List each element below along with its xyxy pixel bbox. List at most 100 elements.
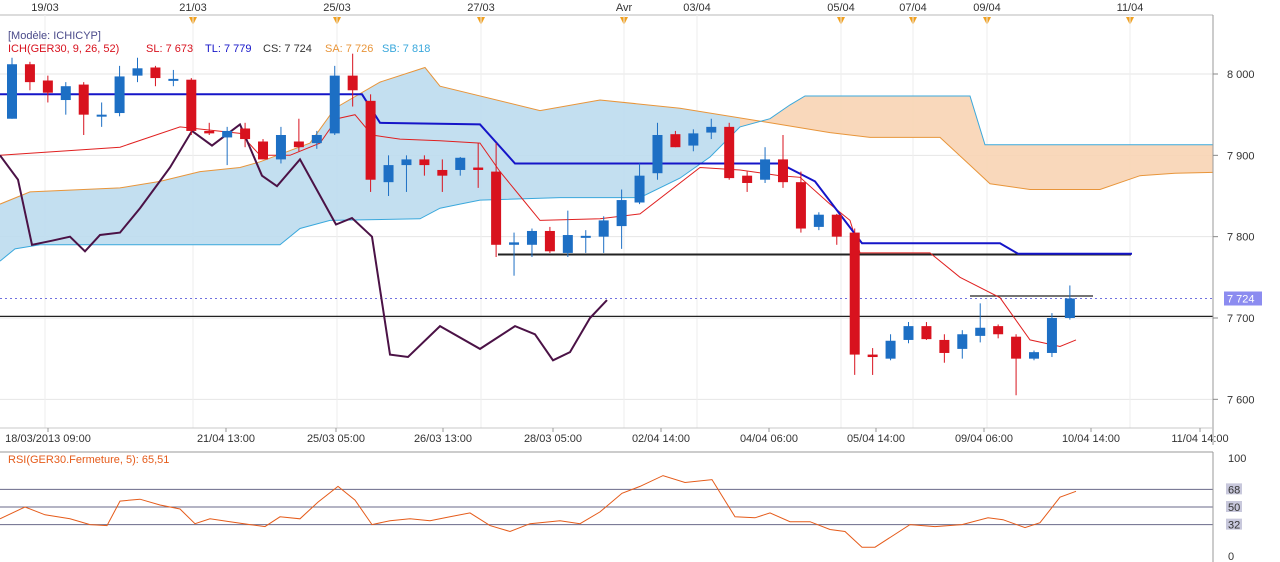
- candle: [293, 118, 304, 152]
- candle-body: [150, 67, 161, 79]
- price-tick-label: 7 800: [1227, 232, 1255, 244]
- candle-body: [7, 64, 17, 119]
- candle-body: [526, 230, 537, 245]
- candle-body: [419, 159, 430, 166]
- candle-body: [240, 128, 251, 140]
- candle: [275, 126, 286, 164]
- candle: [1029, 350, 1040, 361]
- candle: [473, 143, 484, 188]
- price-tick-label: 7 600: [1227, 394, 1255, 406]
- bottom-date-label: 28/03 05:00: [524, 433, 582, 445]
- legend-cs: CS: 7 724: [263, 43, 312, 55]
- candle: [921, 322, 932, 340]
- candle-body: [96, 114, 107, 117]
- candle: [652, 122, 663, 180]
- candle-body: [60, 86, 71, 101]
- candle: [509, 232, 520, 276]
- current-price-label: 7 724: [1227, 294, 1255, 306]
- candle: [419, 155, 430, 176]
- candle: [186, 78, 197, 135]
- candle: [777, 134, 788, 188]
- candle-body: [114, 76, 125, 114]
- candle-body: [78, 84, 89, 115]
- candle: [347, 53, 358, 107]
- candle-body: [634, 175, 645, 203]
- rsi-level-badge: [1226, 483, 1242, 495]
- candle: [240, 122, 251, 148]
- candle-body: [168, 78, 179, 81]
- bottom-date-axis: 18/03/2013 09:00 21/04 13:00 25/03 05:00 26…: [5, 428, 1229, 445]
- legend-sb: SB: 7 818: [382, 43, 430, 55]
- top-date-label: 05/04: [827, 2, 855, 14]
- rsi-axis: 100 68 50 32 0: [1226, 453, 1246, 562]
- bottom-date-label: 09/04 06:00: [955, 433, 1013, 445]
- candle-body: [383, 165, 394, 183]
- cloud-bearish: [740, 96, 1213, 190]
- candle-body: [939, 339, 950, 353]
- bottom-date-label: 10/04 14:00: [1062, 433, 1120, 445]
- candle: [795, 171, 806, 233]
- candle: [706, 118, 717, 140]
- bottom-date-label: 02/04 14:00: [632, 433, 690, 445]
- candle: [616, 189, 627, 249]
- price-axis-area: [1213, 0, 1280, 562]
- candle-body: [616, 200, 627, 227]
- candle: [455, 156, 466, 176]
- candle-body: [562, 235, 573, 253]
- top-date-label: Avr: [616, 2, 633, 14]
- model-label: [Modèle: ICHICYP]: [8, 30, 101, 42]
- rsi-title: RSI(GER30.Fermeture, 5): 65,51: [8, 454, 169, 466]
- candle-body: [580, 235, 591, 238]
- bottom-date-label: 11/04 14:00: [1171, 433, 1228, 445]
- bottom-date-label: 21/04 13:00: [197, 433, 255, 445]
- price-tick-label: 8 000: [1227, 69, 1255, 81]
- candle-body: [437, 169, 448, 176]
- rsi-series: [0, 475, 1077, 548]
- candle: [634, 163, 645, 205]
- candle: [544, 226, 555, 253]
- candle-body: [706, 126, 717, 133]
- candle: [724, 122, 735, 180]
- candle: [1046, 313, 1057, 358]
- tenkan-sen-line: [0, 114, 1077, 348]
- candle-body: [652, 134, 663, 174]
- candle-body: [132, 68, 143, 76]
- candle: [939, 334, 950, 363]
- legend-tl: TL: 7 779: [205, 43, 251, 55]
- candle: [24, 61, 35, 91]
- candle: [526, 228, 537, 257]
- candle-body: [365, 100, 376, 180]
- candle-body: [24, 64, 35, 83]
- candle-body: [491, 171, 502, 245]
- legend-sa: SA: 7 726: [325, 43, 373, 55]
- bottom-date-label: 26/03 13:00: [414, 433, 472, 445]
- candle-body: [688, 133, 699, 146]
- top-date-axis: 19/03 21/03 25/03 27/03 Avr 03/04 05/04 07/04 09…: [31, 2, 1143, 25]
- candles: [7, 53, 1075, 396]
- candle-body: [544, 230, 555, 252]
- current-price-tag: 7 724: [1224, 291, 1262, 306]
- candle: [383, 155, 394, 196]
- rsi-tick-label: 68: [1228, 484, 1240, 496]
- candle-body: [42, 80, 53, 93]
- candle: [580, 230, 591, 253]
- candle-body: [813, 214, 824, 227]
- candle: [993, 324, 1004, 339]
- rsi-tick-label: 100: [1228, 453, 1246, 465]
- candle: [258, 139, 269, 160]
- candle-body: [831, 214, 842, 237]
- candle-body: [742, 175, 753, 183]
- candle-body: [204, 130, 215, 134]
- candle-body: [347, 75, 358, 91]
- candle-body: [186, 79, 197, 131]
- candle: [849, 228, 860, 375]
- candle-body: [867, 354, 878, 358]
- candle: [1011, 334, 1022, 396]
- rsi-tick-label: 50: [1228, 502, 1240, 514]
- candle-body: [670, 134, 681, 148]
- chikou-span-line: [0, 122, 608, 362]
- candle-body: [724, 126, 735, 179]
- candle: [311, 130, 322, 149]
- chart-legend: [Modèle: ICHICYP] ICH(GER30, 9, 26, 52) …: [8, 30, 430, 55]
